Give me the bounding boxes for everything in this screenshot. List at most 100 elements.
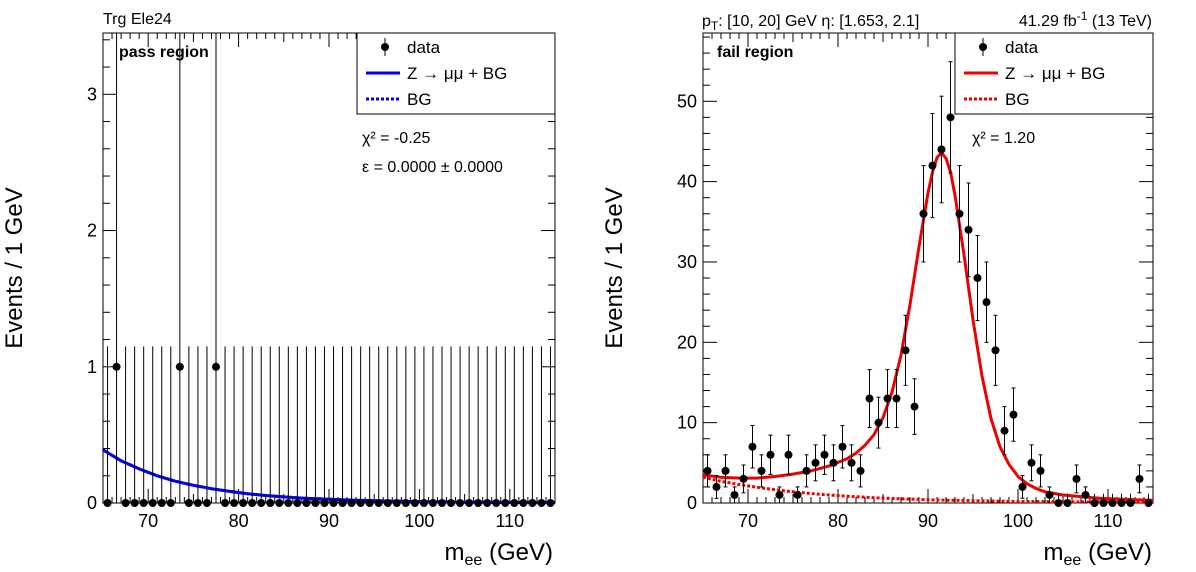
data-point (1135, 464, 1144, 494)
legend-entry-data: data (979, 38, 1039, 57)
data-marker (112, 362, 121, 371)
data-marker (401, 499, 410, 507)
data-point (739, 464, 748, 494)
data-point (982, 261, 991, 343)
data-point (302, 346, 311, 507)
data-point (838, 425, 847, 469)
data-point (730, 486, 739, 504)
legend-entry-bg: BG (366, 90, 432, 109)
data-marker (528, 499, 537, 507)
data-marker (820, 450, 829, 459)
data-point (456, 346, 465, 507)
y-tick-label: 10 (677, 413, 697, 433)
data-point (519, 346, 528, 507)
data-point (410, 346, 419, 507)
legend-label-bg: BG (407, 90, 432, 109)
data-marker (438, 499, 446, 507)
data-point (946, 61, 955, 174)
data-point (1000, 406, 1009, 456)
data-marker (739, 474, 748, 483)
data-point (365, 346, 374, 507)
data-marker (447, 499, 456, 507)
data-marker (501, 499, 510, 507)
data-point (928, 112, 937, 219)
data-point (919, 165, 928, 263)
x-tick-label: 110 (495, 511, 524, 531)
data-marker (239, 499, 248, 507)
x-tick-label: 110 (1094, 511, 1123, 531)
luminosity-header: 41.29 fb-1 (13 TeV) (1019, 9, 1152, 30)
data-point (103, 346, 112, 507)
data-point (1045, 486, 1054, 504)
data-point (175, 33, 184, 504)
x-axis-label: mee (GeV) (1044, 539, 1152, 569)
data-point (811, 444, 820, 482)
data-point (712, 475, 721, 499)
data-point (202, 346, 211, 507)
data-marker (221, 499, 230, 507)
data-points (103, 33, 555, 507)
data-point (239, 346, 248, 507)
data-point (1036, 454, 1045, 488)
x-tick-label: 100 (1003, 511, 1033, 531)
data-marker (302, 499, 311, 507)
data-marker (1045, 490, 1054, 499)
data-marker (892, 394, 901, 403)
data-marker (275, 499, 284, 507)
data-marker (320, 499, 329, 507)
data-marker (1000, 426, 1009, 435)
data-point (1072, 464, 1081, 494)
data-point (973, 235, 982, 322)
data-point (501, 346, 510, 507)
data-point (955, 165, 964, 263)
data-point (874, 396, 883, 449)
data-marker (212, 362, 220, 371)
data-marker (775, 490, 784, 499)
data-marker (365, 499, 374, 507)
data-marker (1099, 499, 1108, 507)
chi2-annotation: χ² = -0.25 (362, 130, 431, 147)
data-marker (964, 225, 973, 234)
data-marker (703, 466, 712, 475)
data-marker (730, 490, 739, 499)
data-point (1063, 493, 1072, 507)
data-point (1054, 493, 1063, 507)
data-marker (856, 466, 865, 475)
data-point (230, 346, 239, 507)
y-axis-label: Events / 1 GeV (601, 187, 628, 348)
trigger-header: Trg Ele24 (103, 11, 172, 28)
data-marker (257, 499, 266, 507)
data-point (356, 346, 365, 507)
data-point (139, 346, 148, 507)
data-marker (519, 499, 528, 507)
x-tick-label: 80 (828, 511, 848, 531)
data-marker (874, 418, 883, 427)
data-marker (1144, 499, 1153, 507)
data-marker (937, 145, 946, 154)
data-point (703, 454, 712, 488)
data-marker (465, 499, 474, 507)
data-point (383, 346, 392, 507)
data-marker (883, 394, 892, 403)
data-marker (928, 161, 937, 170)
data-point (1117, 493, 1126, 507)
data-marker (202, 499, 211, 507)
data-marker (474, 499, 483, 507)
data-point (1009, 387, 1018, 442)
data-marker (121, 499, 130, 507)
data-marker (392, 499, 401, 507)
data-marker (1027, 458, 1036, 467)
data-marker (284, 499, 293, 507)
data-marker (1126, 499, 1135, 507)
legend-label-fit: Z → μμ + BG (407, 64, 507, 83)
data-point (528, 346, 537, 507)
data-point (910, 378, 919, 435)
data-point (964, 182, 973, 278)
data-marker (338, 499, 347, 507)
data-point (257, 346, 266, 507)
y-tick-label: 40 (677, 172, 697, 192)
data-marker (537, 499, 546, 507)
y-tick-label: 1 (87, 357, 97, 377)
data-point (1090, 493, 1099, 507)
data-marker (374, 499, 383, 507)
